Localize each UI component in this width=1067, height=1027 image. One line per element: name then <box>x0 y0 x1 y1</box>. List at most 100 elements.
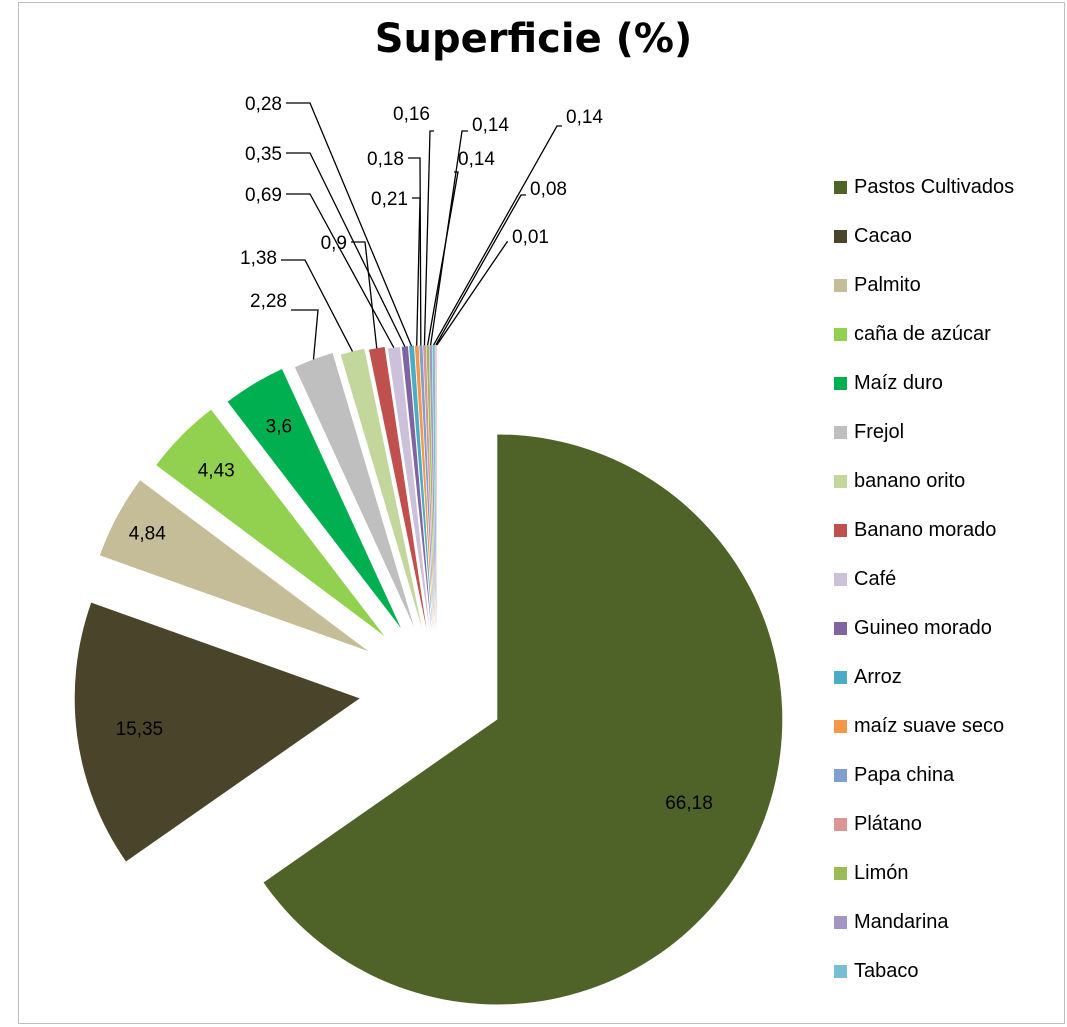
legend-item-banano-morado: Banano morado <box>834 506 1014 555</box>
legend-label: Arroz <box>854 666 902 688</box>
leader-line-platano <box>423 130 434 346</box>
legend-swatch <box>834 328 847 341</box>
data-label-cacao: 15,35 <box>116 719 164 740</box>
data-label-platano: 0,16 <box>393 104 430 125</box>
pie-slice-slice-17 <box>435 345 437 631</box>
data-label-maiz-duro: 3,6 <box>266 416 292 437</box>
legend-item-maiz-suave-seco: maíz suave seco <box>834 702 1014 751</box>
legend-item-guineo-morado: Guineo morado <box>834 604 1014 653</box>
data-label-frejol: 2,28 <box>250 291 287 312</box>
legend-item-cafe: Café <box>834 555 1014 604</box>
leader-line-mandarina <box>429 130 468 346</box>
data-label-banano-morado: 0,9 <box>321 233 347 254</box>
pie-slice-frejol <box>294 353 414 627</box>
legend-label: banano orito <box>854 470 966 492</box>
leader-line-tabaco <box>433 125 562 346</box>
legend-item-maiz-duro: Maíz duro <box>834 359 1014 408</box>
data-label-maiz-suave-seco: 0,21 <box>371 189 408 210</box>
legend-swatch <box>834 769 847 782</box>
pie-slice-limon <box>426 345 436 631</box>
pie-slice-maiz-duro <box>227 369 401 629</box>
leader-line-slice-17 <box>435 194 526 346</box>
pie-slice-cafe <box>387 347 430 631</box>
legend-label: Plátano <box>854 813 922 835</box>
leader-line-frejol <box>291 309 319 360</box>
legend-item-papa-china: Papa china <box>834 751 1014 800</box>
pie-slice-guineo-morado <box>401 346 432 631</box>
legend-item-cana-de-azucar: caña de azúcar <box>834 310 1014 359</box>
legend-item-banano-orito: banano orito <box>834 457 1014 506</box>
pie-slice-cana-de-azucar <box>156 409 385 636</box>
leader-line-papa-china <box>408 157 422 346</box>
legend-item-platano: Plátano <box>834 800 1014 849</box>
legend-item-arroz: Arroz <box>834 653 1014 702</box>
leader-line-cafe <box>286 193 395 349</box>
legend-swatch <box>834 426 847 439</box>
legend-label: Guineo morado <box>854 617 992 639</box>
legend-item-cacao: Cacao <box>834 212 1014 261</box>
pie-slice-arroz <box>409 345 433 631</box>
pie-slice-tabaco <box>432 345 437 631</box>
legend-swatch <box>834 230 847 243</box>
data-label-limon: 0,14 <box>458 149 495 170</box>
legend-label: Pastos Cultivados <box>854 176 1015 198</box>
legend-label: Banano morado <box>854 519 997 541</box>
data-label-tabaco: 0,14 <box>566 107 603 128</box>
pie-slice-banano-morado <box>368 347 427 629</box>
pie-slice-platano <box>423 345 435 631</box>
data-label-mandarina: 0,14 <box>472 115 509 136</box>
legend-item-limon: Limón <box>834 849 1014 898</box>
legend-item-frejol: Frejol <box>834 408 1014 457</box>
legend-label: Papa china <box>854 764 955 786</box>
data-label-slice-18: 0,01 <box>512 227 549 248</box>
legend-swatch <box>834 475 847 488</box>
legend-swatch <box>834 867 847 880</box>
leader-line-banano-orito <box>281 259 354 352</box>
legend-swatch <box>834 818 847 831</box>
data-label-papa-china: 0,18 <box>367 149 404 170</box>
legend-swatch <box>834 377 847 390</box>
leader-line-maiz-suave-seco <box>412 197 421 346</box>
data-label-pastos-cultivados: 66,18 <box>665 793 713 814</box>
legend: Pastos Cultivados Cacao Palmito caña de azú… <box>834 163 1014 996</box>
pie-slice-pastos-cultivados <box>263 434 783 1005</box>
legend-item-pastos-cultivados: Pastos Cultivados <box>834 163 1014 212</box>
pie-slice-maiz-suave-seco <box>414 345 434 631</box>
pie-slice-palmito <box>99 480 369 652</box>
data-label-guineo-morado: 0,35 <box>245 144 282 165</box>
legend-item-tabaco: Tabaco <box>834 947 1014 996</box>
legend-swatch <box>834 524 847 537</box>
legend-swatch <box>834 916 847 929</box>
pie-slice-cacao <box>74 602 360 862</box>
pie-slice-papa-china <box>419 345 435 631</box>
legend-label: Cacao <box>854 225 912 247</box>
legend-swatch <box>834 181 847 194</box>
legend-item-mandarina: Mandarina <box>834 898 1014 947</box>
legend-label: Maíz duro <box>854 372 943 394</box>
legend-swatch <box>834 965 847 978</box>
legend-label: Frejol <box>854 421 905 443</box>
data-label-banano-orito: 1,38 <box>240 248 277 269</box>
leader-line-guineo-morado <box>286 152 406 347</box>
legend-label: maíz suave seco <box>854 715 1005 737</box>
leader-line-banano-morado <box>351 241 378 349</box>
legend-swatch <box>834 622 847 635</box>
legend-swatch <box>834 279 847 292</box>
legend-label: caña de azúcar <box>854 323 991 345</box>
legend-label: Palmito <box>854 274 921 296</box>
legend-label: Limón <box>854 862 909 884</box>
data-label-cana-de-azucar: 4,43 <box>198 461 235 482</box>
data-label-slice-17: 0,08 <box>530 179 567 200</box>
pie-slice-banano-orito <box>340 348 422 628</box>
legend-item-palmito: Palmito <box>834 261 1014 310</box>
data-label-palmito: 4,84 <box>129 524 166 545</box>
legend-label: Tabaco <box>854 960 919 982</box>
data-label-cafe: 0,69 <box>245 185 282 206</box>
legend-swatch <box>834 671 847 684</box>
chart-title: Superficie (%) <box>374 16 693 62</box>
pie-slice-mandarina <box>429 345 436 631</box>
leader-line-slice-18 <box>436 241 508 346</box>
legend-label: Café <box>854 568 897 590</box>
legend-label: Mandarina <box>854 911 949 933</box>
